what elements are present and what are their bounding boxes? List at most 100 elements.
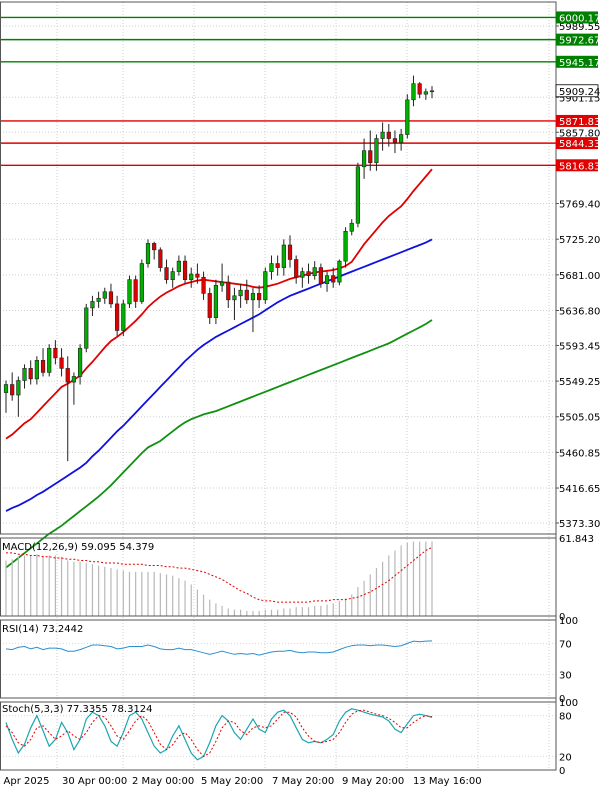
bull-candle xyxy=(337,260,342,283)
rsi-title: RSI(14) 73.2442 xyxy=(2,624,83,635)
bull-candle xyxy=(263,271,268,301)
bull-candle xyxy=(90,301,95,309)
time-axis-label: 30 Apr 00:00 xyxy=(62,776,127,787)
support-level-label: 5844.33 xyxy=(559,139,600,150)
bear-candle xyxy=(133,279,138,302)
bear-candle xyxy=(226,281,231,301)
bear-candle xyxy=(287,244,293,260)
price-tick-label: 5725.20 xyxy=(559,235,600,246)
price-tick-label: 5416.65 xyxy=(559,484,600,495)
bear-candle xyxy=(318,267,323,285)
bull-candle xyxy=(312,267,317,276)
bear-candle xyxy=(244,289,249,301)
bull-candle xyxy=(250,293,256,301)
bull-candle xyxy=(232,295,237,301)
bull-candle xyxy=(411,83,416,101)
indicator-series xyxy=(5,541,433,761)
resistance-level-label: 5945.17 xyxy=(559,58,600,69)
bear-candle xyxy=(40,360,46,373)
last-price-tag xyxy=(555,84,599,98)
bear-candle xyxy=(331,275,336,283)
bull-candle xyxy=(343,230,348,262)
price-tick-label: 5857.80 xyxy=(559,128,600,139)
bull-candle xyxy=(145,243,151,264)
last-price-label: 5909.24 xyxy=(559,87,600,98)
bear-candle xyxy=(386,131,391,139)
resistance-level-label: 6000.17 xyxy=(559,13,600,24)
time-axis-label: 8 Apr 2025 xyxy=(0,776,49,787)
bear-candle xyxy=(158,249,163,268)
bull-candle xyxy=(374,138,379,164)
price-panel-frame xyxy=(0,1,557,535)
rsi-tick-label: 70 xyxy=(559,639,572,650)
price-tick-label: 5681.00 xyxy=(559,271,600,282)
bear-candle xyxy=(368,150,373,164)
bull-candle xyxy=(380,131,385,139)
price-tick-label: 5593.45 xyxy=(559,341,600,352)
bull-candle xyxy=(349,222,354,232)
time-axis-label: 2 May 00:00 xyxy=(132,776,194,787)
price-tick-label: 5505.05 xyxy=(559,413,600,424)
bear-candle xyxy=(65,368,70,383)
bull-candle xyxy=(213,285,219,318)
bear-candle xyxy=(294,259,299,278)
bull-candle xyxy=(189,273,194,280)
bull-candle xyxy=(423,91,428,95)
bull-candle xyxy=(3,384,9,393)
bear-candle xyxy=(115,303,120,331)
stoch-tick-label: 100 xyxy=(559,698,578,709)
stoch-d-line xyxy=(5,709,433,758)
bull-candle xyxy=(429,90,435,93)
resistance-level-tag xyxy=(556,55,598,68)
bear-candle xyxy=(195,273,200,278)
bull-candle xyxy=(324,275,330,285)
price-axis: 5989.55 5901.15 5857.80 5769.40 5725.20 5681.… xyxy=(556,22,600,777)
resistance-level-label: 5972.67 xyxy=(559,36,600,47)
time-axis-label: 9 May 20:00 xyxy=(342,776,404,787)
panel-frames xyxy=(0,1,557,771)
bull-candle xyxy=(361,150,367,168)
macd-tick-label: 61.843 xyxy=(559,534,594,545)
macd-tick-label: 0 xyxy=(559,612,565,623)
bull-candle xyxy=(127,279,132,305)
bull-candle xyxy=(22,368,27,381)
bull-candle xyxy=(238,289,243,297)
bear-candle xyxy=(207,293,212,318)
rsi-line xyxy=(5,640,433,656)
support-level-tag xyxy=(556,114,598,127)
grid-layer xyxy=(0,2,556,771)
price-levels xyxy=(0,16,556,166)
bear-candle xyxy=(392,138,398,143)
bear-candle xyxy=(10,384,15,396)
price-tick-label: 5549.25 xyxy=(559,377,600,388)
price-tick-label: 5373.30 xyxy=(559,519,600,530)
rsi-tick-label: 100 xyxy=(559,616,578,627)
bull-candle xyxy=(71,376,77,383)
bull-candle xyxy=(96,297,101,302)
bull-candle xyxy=(219,281,225,286)
stoch-k-line xyxy=(5,708,433,761)
bear-candle xyxy=(201,276,206,294)
ma-slow-line xyxy=(5,319,433,569)
time-axis-label: 7 May 20:00 xyxy=(272,776,334,787)
price-tick-label: 5901.15 xyxy=(559,93,600,104)
bull-candle xyxy=(47,347,52,373)
bull-candle xyxy=(102,291,107,299)
rsi-panel-frame xyxy=(0,619,557,699)
stoch-tick-label: 80 xyxy=(559,712,572,723)
support-level-label: 5871.83 xyxy=(559,117,600,128)
bull-candle xyxy=(139,263,144,302)
support-level-tag xyxy=(556,159,598,172)
ma-mid-line xyxy=(5,238,433,512)
bull-candle xyxy=(405,99,410,135)
bear-candle xyxy=(257,293,262,301)
rsi-tick-label: 30 xyxy=(559,671,572,682)
stoch-tick-label: 0 xyxy=(559,766,565,777)
stoch-tick-label: 20 xyxy=(559,752,572,763)
stoch-title: Stoch(5,3,3) 77.3355 78.3124 xyxy=(2,704,153,715)
bear-candle xyxy=(28,368,33,380)
bull-candle xyxy=(300,271,305,278)
bear-candle xyxy=(275,263,280,268)
bear-candle xyxy=(164,267,169,280)
